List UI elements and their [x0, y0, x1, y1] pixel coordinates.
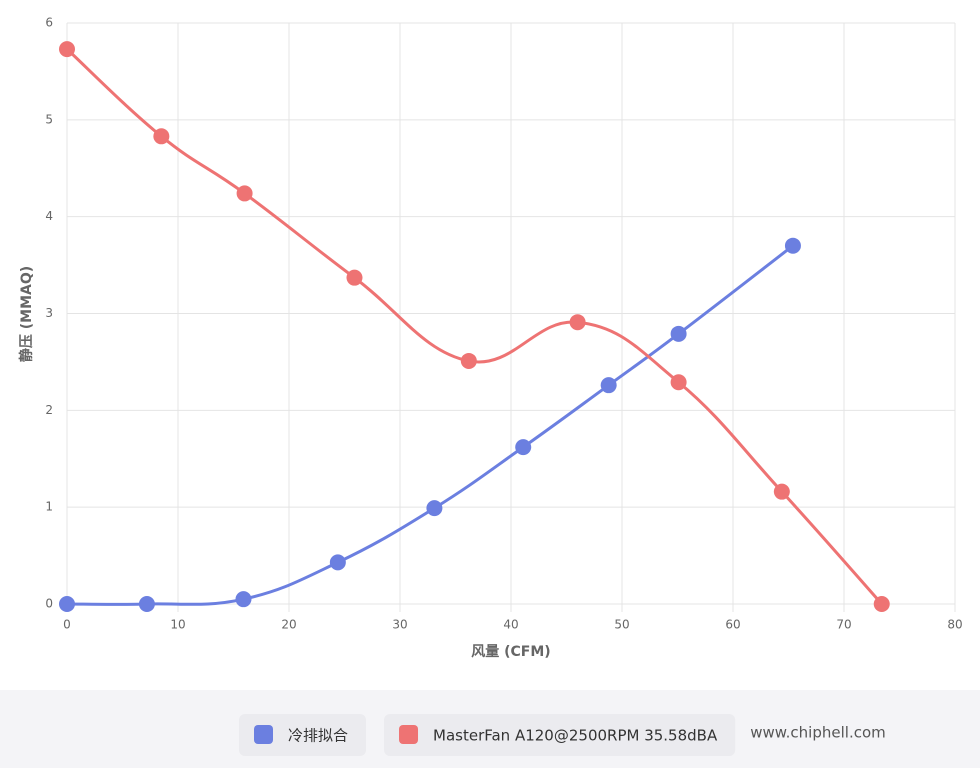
data-point — [460, 352, 477, 369]
data-point — [873, 596, 890, 612]
legend-swatch — [399, 725, 419, 744]
data-point — [773, 483, 790, 500]
data-point — [236, 185, 253, 202]
x-tick-label: 50 — [614, 618, 629, 632]
x-axis-title: 风量 (CFM) — [471, 644, 550, 660]
data-point — [346, 269, 363, 286]
data-point — [515, 439, 532, 456]
legend-label: MasterFan A120@2500RPM 35.58dBA — [433, 727, 718, 745]
legend-item[interactable]: MasterFan A120@2500RPM 35.58dBA — [384, 714, 736, 756]
x-tick-label: 20 — [281, 618, 296, 632]
data-point — [59, 41, 75, 58]
data-point — [138, 596, 155, 612]
y-tick-label: 3 — [45, 306, 53, 320]
x-tick-label: 60 — [725, 618, 740, 632]
y-tick-label: 0 — [45, 597, 53, 611]
x-tick-label: 70 — [836, 618, 851, 632]
legend-button — [384, 714, 736, 756]
x-tick-label: 0 — [63, 618, 71, 632]
series-line — [66, 244, 794, 606]
data-point — [59, 596, 75, 612]
data-point — [153, 128, 170, 145]
data-point — [784, 237, 801, 254]
x-tick-label: 40 — [503, 618, 518, 632]
y-axis-title: 静压 (MMAQ) — [18, 266, 35, 362]
y-tick-label: 5 — [45, 112, 53, 126]
x-tick-label: 80 — [947, 618, 962, 632]
data-point — [600, 377, 617, 394]
legend-label: 冷排拟合 — [288, 727, 348, 745]
legend-button — [239, 714, 367, 756]
series-line — [65, 48, 883, 605]
legend-item[interactable]: 冷排拟合 — [239, 714, 367, 756]
x-tick-label: 30 — [392, 618, 407, 632]
data-point — [235, 591, 252, 608]
y-tick-label: 4 — [45, 209, 53, 223]
watermark: www.chiphell.com — [750, 724, 886, 742]
y-tick-label: 2 — [45, 403, 53, 417]
legend-swatch — [254, 725, 273, 744]
data-point — [670, 325, 687, 342]
data-point — [670, 374, 687, 391]
y-tick-label: 6 — [45, 16, 53, 30]
data-point — [329, 554, 346, 571]
y-tick-label: 1 — [45, 500, 53, 514]
data-point — [426, 500, 443, 517]
x-tick-label: 10 — [170, 618, 185, 632]
data-point — [569, 314, 586, 331]
